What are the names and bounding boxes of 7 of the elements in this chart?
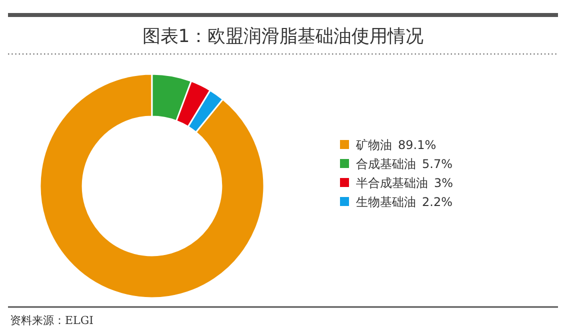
legend-label: 半合成基础油 3%: [356, 176, 454, 190]
donut-slice: [39, 73, 265, 299]
text: 资料来源：ELGI: [10, 314, 94, 327]
legend-label: 矿物油 89.1%: [355, 138, 436, 152]
legend-label: 合成基础油 5.7%: [356, 157, 452, 171]
legend-label: 生物基础油 2.2%: [356, 195, 452, 209]
chart-title: 图表1：欧盟润滑脂基础油使用情况: [142, 26, 424, 47]
